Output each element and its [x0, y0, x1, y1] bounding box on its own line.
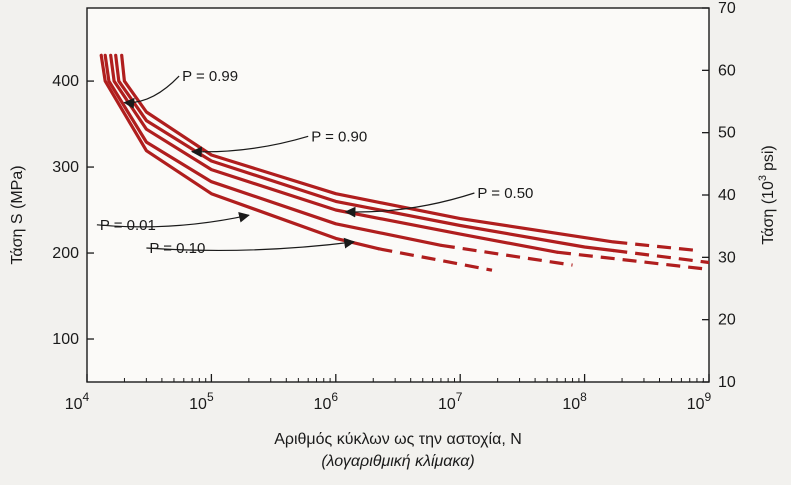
curve-solid	[120, 53, 615, 244]
y-tick-label: 200	[52, 245, 79, 262]
y-tick-label: 400	[52, 73, 79, 90]
y2-axis-label-unit: psi)	[760, 145, 777, 171]
curve-label: P = 0.99	[182, 68, 238, 85]
y2-tick-label: 60	[718, 62, 736, 79]
plot-area	[86, 7, 710, 383]
curve-dashed	[613, 240, 698, 253]
y2-tick-label: 30	[718, 249, 736, 266]
curve-dashed	[378, 247, 493, 272]
curve-solid	[114, 53, 615, 253]
y2-tick-label: 20	[718, 312, 736, 329]
curve-solid	[109, 53, 559, 254]
x-tick-label: 108	[562, 390, 587, 413]
curve-dashed	[613, 248, 710, 265]
curve-label: P = 0.01	[100, 217, 156, 234]
annotation-arrow	[96, 211, 250, 228]
x-axis-label: Αριθμός κύκλων ως την αστοχία, N	[274, 431, 522, 448]
curve-label: P = 0.50	[477, 185, 533, 202]
annotation-arrow	[344, 192, 475, 218]
y-axis-label: Τάση S (MPa)	[9, 165, 26, 264]
curve-label: P = 0.10	[149, 240, 205, 257]
y2-tick-label: 70	[718, 0, 736, 17]
y2-tick-label: 10	[718, 374, 736, 391]
x-tick-label: 105	[189, 390, 214, 413]
curve-annotations: P = 0.99 P = 0.90 P = 0.50 P = 0.01 P = 0.10	[96, 68, 533, 257]
y2-axis-label-text: Τάση (10	[760, 181, 777, 245]
y2-axis-label: Τάση (103 psi)	[757, 145, 777, 245]
x-tick-label: 107	[438, 390, 463, 413]
x-axis-ticks: 104 105 106 107 108 109	[65, 374, 712, 413]
curve-dashed	[556, 250, 710, 271]
curve-solid	[103, 53, 443, 247]
y-tick-label: 100	[52, 331, 79, 348]
right-axis-ticks: 10 20 30 40 50 60 70	[702, 0, 736, 391]
x-axis-sublabel: (λογαριθμική κλίμακα)	[321, 453, 474, 470]
y2-axis-label-exp: 3	[757, 175, 769, 181]
left-axis-ticks: 100 200 300 400	[52, 73, 94, 348]
curve-label: P = 0.90	[311, 128, 367, 145]
x-tick-label: 109	[687, 390, 712, 413]
annotation-arrow	[123, 75, 180, 109]
y2-tick-label: 40	[718, 187, 736, 204]
annotation-arrow	[146, 237, 356, 252]
y-tick-label: 300	[52, 159, 79, 176]
curve-dashed	[440, 243, 573, 267]
curve-solid	[99, 53, 380, 251]
y2-tick-label: 50	[718, 125, 736, 142]
annotation-arrow	[191, 135, 309, 158]
fatigue-curves	[99, 53, 710, 272]
x-tick-label: 106	[314, 390, 339, 413]
x-tick-label: 104	[65, 390, 90, 413]
